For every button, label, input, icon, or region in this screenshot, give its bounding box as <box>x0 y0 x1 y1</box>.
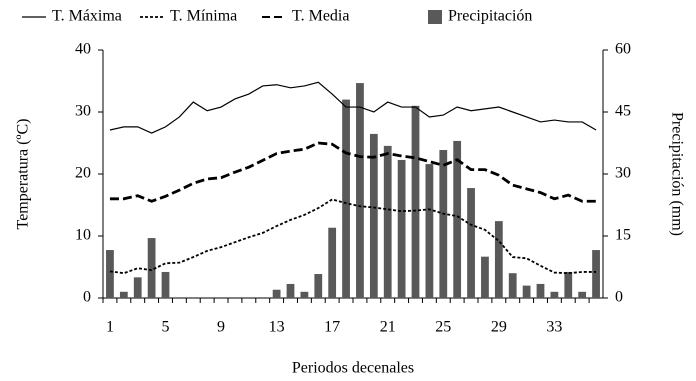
x-tick-label: 29 <box>491 319 507 336</box>
x-tick-label: 5 <box>162 319 170 336</box>
bar <box>342 99 350 298</box>
y-axis-title: Temperatura (ºC) <box>15 119 32 230</box>
bar <box>383 145 392 298</box>
y2-tick-label: 45 <box>615 103 631 120</box>
line <box>109 141 597 203</box>
bar <box>467 188 475 298</box>
y-tick-label: 20 <box>75 165 91 182</box>
bar <box>439 150 448 298</box>
line <box>109 81 597 134</box>
bar <box>161 271 170 298</box>
bar <box>481 256 489 298</box>
bar <box>328 227 337 298</box>
legend-label: Precipitación <box>448 8 532 25</box>
y2-tick-label: 60 <box>615 41 631 58</box>
line <box>109 198 597 275</box>
bar <box>494 221 503 298</box>
bar <box>536 283 545 298</box>
y-tick-label: 10 <box>75 227 91 244</box>
y-tick-label: 0 <box>83 289 91 306</box>
y2-tick-label: 30 <box>615 165 631 182</box>
y2-tick-label: 15 <box>615 227 631 244</box>
bar <box>453 140 462 298</box>
bar <box>550 291 559 298</box>
bar <box>286 283 295 298</box>
bar <box>369 133 378 298</box>
y-tick-label: 30 <box>75 103 91 120</box>
legend-swatch <box>428 10 442 24</box>
x-tick-label: 33 <box>546 319 562 336</box>
bar <box>578 291 587 298</box>
bar <box>272 289 281 298</box>
bar <box>314 274 323 298</box>
x-tick-label: 1 <box>106 319 114 336</box>
y2-tick-label: 0 <box>615 289 623 306</box>
bar <box>119 291 128 298</box>
x-axis-title: Periodos decenales <box>292 360 414 377</box>
legend-label: T. Media <box>292 8 349 25</box>
x-tick-label: 21 <box>380 319 396 336</box>
x-tick-label: 17 <box>324 319 340 336</box>
bar <box>147 238 156 298</box>
bar <box>508 273 517 298</box>
bar <box>133 277 142 298</box>
y2-axis-title: Precipitación (mm) <box>668 112 685 236</box>
legend-label: T. Máxima <box>52 8 122 25</box>
bar <box>356 83 364 298</box>
bar <box>522 285 531 298</box>
bar <box>425 164 434 298</box>
y-tick-label: 40 <box>75 41 91 58</box>
legend-label: T. Mínima <box>170 8 237 25</box>
x-tick-label: 9 <box>217 319 225 336</box>
x-tick-label: 13 <box>269 319 285 336</box>
bar <box>564 271 573 298</box>
x-tick-label: 25 <box>435 319 451 336</box>
bar <box>592 250 600 298</box>
bar <box>300 291 309 298</box>
bar <box>411 105 420 298</box>
bar <box>397 159 406 298</box>
bar <box>106 250 114 298</box>
